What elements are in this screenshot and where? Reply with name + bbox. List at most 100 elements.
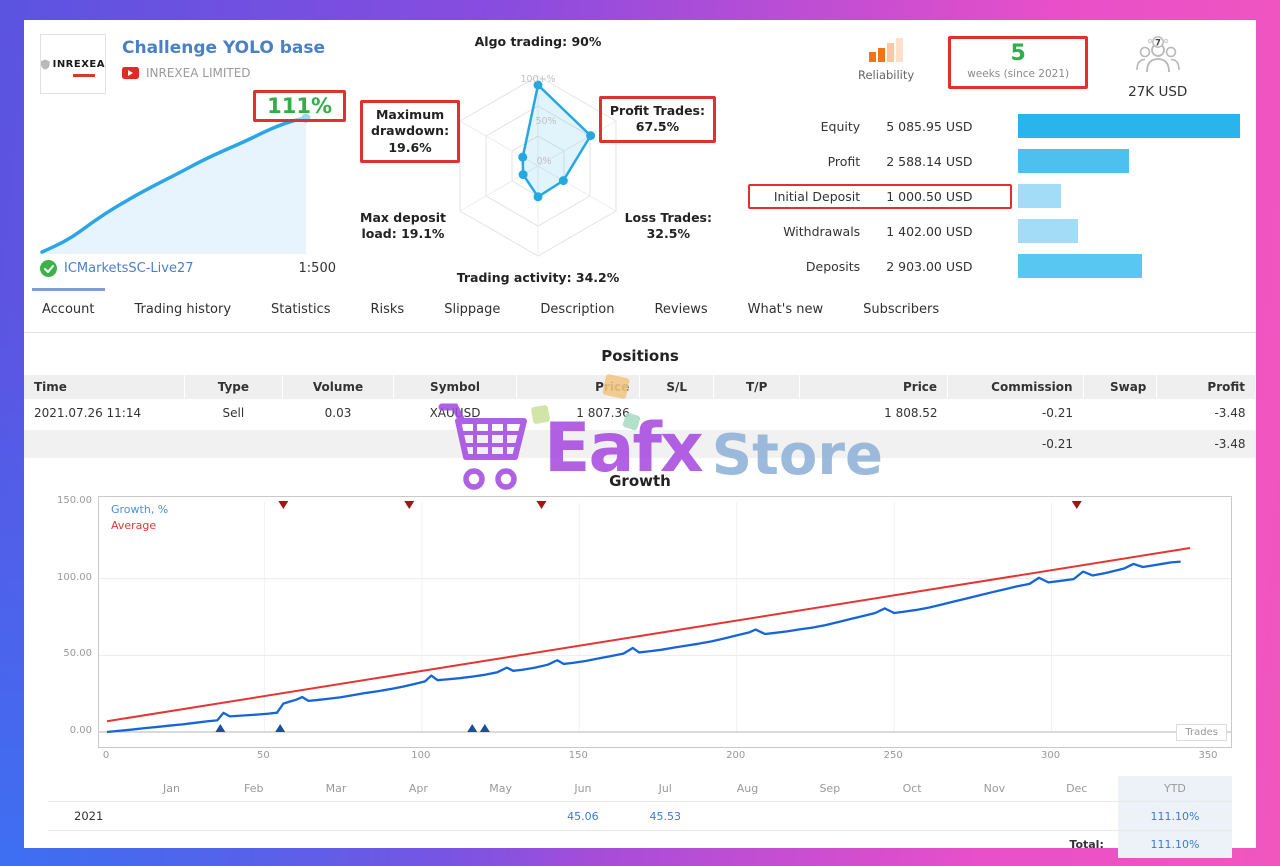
positions-table: Time Type Volume Symbol Price S/L T/P Price Comm…: [24, 375, 1256, 458]
account-server-link[interactable]: ICMarketsSC-Live27: [64, 261, 194, 276]
growth-sparkline: 111%: [40, 90, 346, 254]
total-blank-cell: [788, 830, 871, 858]
x-tick-label: 250: [883, 750, 903, 761]
summary-label-value: Withdrawals 1 402.00 USD: [748, 219, 1012, 244]
summary-bar-track: [1018, 114, 1240, 138]
signal-title[interactable]: Challenge YOLO base: [122, 38, 325, 58]
col-header-profit-10[interactable]: Profit: [1156, 375, 1256, 399]
totals-cell-0: [24, 427, 185, 458]
month-header-oct: Oct: [902, 782, 922, 795]
deposit-marker-icon: [467, 724, 478, 732]
col-header-symbol-3[interactable]: Symbol: [393, 375, 518, 399]
tab-subscribers[interactable]: Subscribers: [863, 301, 940, 317]
position-cell-7: 1 808.52: [799, 399, 948, 429]
tab-risks[interactable]: Risks: [370, 301, 405, 317]
month-value-nov: [953, 801, 1036, 831]
tab-trading-history[interactable]: Trading history: [134, 301, 232, 317]
equity-bar: [1018, 114, 1240, 138]
summary-value: 1 000.50 USD: [886, 188, 973, 204]
x-axis-labels: 0 50 100 150 200 250 300 350: [48, 750, 1232, 764]
col-header-t-p-6[interactable]: T/P: [713, 375, 801, 399]
total-blank-cell: [459, 830, 542, 858]
provider-logo[interactable]: INREXEA: [40, 34, 106, 94]
leverage-value: 1:500: [298, 261, 336, 276]
x-tick-label: 350: [1198, 750, 1218, 761]
position-cell-3: XAUUSD: [393, 399, 517, 429]
tab-statistics[interactable]: Statistics: [271, 301, 331, 317]
reliability-block: Reliability: [858, 36, 914, 82]
radar-label-max-deposit-load: Max deposit load: 19.1%: [360, 210, 446, 242]
author-row: INREXEA LIMITED: [122, 66, 325, 80]
summary-label-value: Deposits 2 903.00 USD: [748, 254, 1012, 279]
month-header-nov: Nov: [983, 782, 1006, 795]
total-blank-cell: [130, 830, 213, 858]
col-header-swap-9[interactable]: Swap: [1083, 375, 1158, 399]
loss-marker-icon: [536, 501, 547, 509]
weeks-count: 5: [1010, 41, 1026, 66]
radar-label-maximum-drawdown: Maximum drawdown: 19.6%: [360, 100, 461, 163]
year-label: 2021: [48, 801, 131, 831]
month-value-may: [459, 801, 542, 831]
month-header-jul: Jul: [658, 782, 672, 795]
logo-red-bar: [73, 74, 95, 77]
month-header-blank: [48, 776, 130, 802]
summary-row-equity: Equity 5 085.95 USD: [748, 114, 1240, 138]
summary-bar-track: [1018, 219, 1240, 243]
month-header-feb: Feb: [244, 782, 264, 795]
month-header-aug: Aug: [736, 782, 759, 795]
signal-page: INREXEA Challenge YOLO base INREXEA LIMI…: [24, 20, 1256, 858]
deposits-bar: [1018, 254, 1143, 278]
total-blank-cell: [294, 830, 378, 858]
summary-row-initial-deposit: Initial Deposit 1 000.50 USD: [748, 183, 1240, 209]
col-header-commission-8[interactable]: Commission: [947, 375, 1084, 399]
col-header-time-0[interactable]: Time: [24, 375, 185, 399]
x-axis-unit-label: Trades: [1176, 724, 1227, 741]
month-value-sep: [788, 801, 871, 831]
profit-bar: [1018, 149, 1129, 173]
reliability-icon: [858, 36, 914, 62]
total-value: 111.10%: [1117, 830, 1232, 858]
youtube-icon[interactable]: [122, 67, 139, 79]
growth-chart-svg: [99, 501, 1231, 734]
col-header-volume-2[interactable]: Volume: [282, 375, 394, 399]
tab-what-s-new[interactable]: What's new: [747, 301, 824, 317]
shield-icon: [41, 59, 50, 69]
position-cell-8: -0.21: [947, 399, 1084, 429]
positions-totals-row: -0.21 -3.48: [24, 427, 1256, 458]
tab-account[interactable]: Account: [32, 287, 104, 331]
loss-marker-icon: [278, 501, 289, 509]
totals-cell-9: [1083, 427, 1157, 458]
account-row: ICMarketsSC-Live27 1:500: [40, 260, 336, 277]
verified-check-icon: [40, 260, 57, 277]
totals-cell-6: [713, 427, 800, 458]
growth-percent-badge: 111%: [253, 90, 346, 122]
total-blank-cell: [377, 830, 460, 858]
position-cell-9: [1083, 399, 1157, 429]
month-value-apr: [377, 801, 460, 831]
total-label: Total:: [1035, 830, 1118, 858]
series-growth: [106, 560, 1181, 734]
year-row: 2021 45.06 45.53 111.10%: [48, 801, 1232, 831]
growth-chart-wrap: Trades Growth, % Average 0.00 50.00 100.00 1…: [48, 495, 1232, 748]
col-header-price-7[interactable]: Price: [799, 375, 949, 399]
y-tick-label: 50.00: [63, 648, 92, 660]
summary-value: 5 085.95 USD: [886, 118, 973, 134]
col-header-type-1[interactable]: Type: [184, 375, 284, 399]
col-header-price-4[interactable]: Price: [516, 375, 641, 399]
sparkline-svg: [40, 113, 311, 254]
provider-name[interactable]: INREXEA LIMITED: [146, 66, 251, 80]
position-cell-10: -3.48: [1156, 399, 1256, 429]
col-header-s-l-5[interactable]: S/L: [639, 375, 715, 399]
tab-slippage[interactable]: Slippage: [444, 301, 501, 317]
total-row: Total: 111.10%: [48, 830, 1232, 858]
monthly-growth-table: Jan Feb Mar Apr May Jun Jul Aug Sep Oct Nov Dec YTD 2…: [48, 776, 1232, 858]
summary-value: 1 402.00 USD: [886, 223, 973, 239]
month-header-jun: Jun: [574, 782, 592, 795]
totals-cell-4: [516, 427, 640, 458]
tab-description[interactable]: Description: [540, 301, 615, 317]
tab-reviews[interactable]: Reviews: [654, 301, 708, 317]
legend-growth: Growth, %: [111, 503, 169, 516]
summary-value: 2 588.14 USD: [886, 153, 973, 169]
total-blank-cell: [541, 830, 625, 858]
y-tick-label: 0.00: [69, 725, 92, 736]
